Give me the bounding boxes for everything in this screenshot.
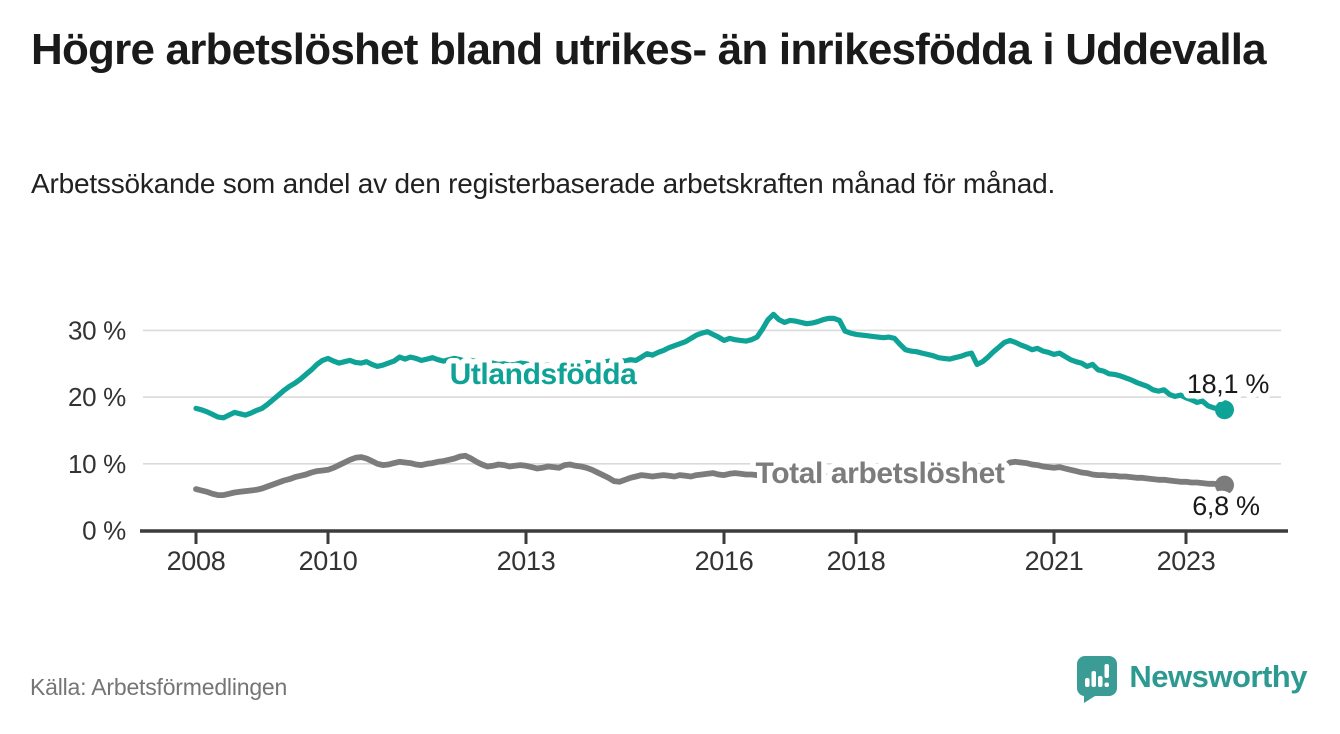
page-title: Högre arbetslöshet bland utrikes- än inr… [31, 25, 1267, 74]
x-axis-tick-label: 2008 [167, 546, 226, 576]
series-label: Total arbetslöshet [756, 457, 1005, 490]
newsworthy-wordmark: Newsworthy [1129, 659, 1307, 694]
x-axis-tick-label: 2010 [299, 546, 358, 576]
y-axis-tick-label: 20 % [68, 382, 126, 412]
chart-subtitle: Arbetssökande som andel av den registerb… [31, 168, 1056, 199]
y-axis-tick-label: 30 % [68, 315, 126, 345]
series-end-dot [1215, 400, 1234, 420]
series-label: Total arbetslöshet [756, 457, 1005, 490]
series-label: Utlandsfödda [450, 358, 638, 391]
series-line-utlandsfodda [193, 311, 1228, 421]
y-axis-tick-label: 0 % [82, 516, 126, 546]
end-value-label: 6,8 % [1192, 491, 1260, 521]
source-note: Källa: Arbetsförmedlingen [30, 674, 288, 700]
x-axis-tick-label: 2023 [1157, 546, 1216, 576]
x-axis-tick-label: 2016 [695, 546, 754, 576]
series-line-total [193, 452, 1228, 499]
newsworthy-logo: Newsworthy [1076, 655, 1307, 703]
x-axis-tick-label: 2018 [827, 546, 886, 576]
end-value-label: 18,1 % [1187, 369, 1270, 399]
x-axis-tick-label: 2021 [1025, 546, 1084, 576]
series-end-dot [1215, 475, 1234, 495]
series-label: Utlandsfödda [450, 358, 638, 391]
end-value-label: 6,8 % [1192, 491, 1260, 521]
end-value-label: 18,1 % [1187, 369, 1270, 399]
newsworthy-bubble-chart-icon [1077, 656, 1118, 703]
x-axis-tick-label: 2013 [497, 546, 556, 576]
y-axis-tick-label: 10 % [68, 449, 126, 479]
